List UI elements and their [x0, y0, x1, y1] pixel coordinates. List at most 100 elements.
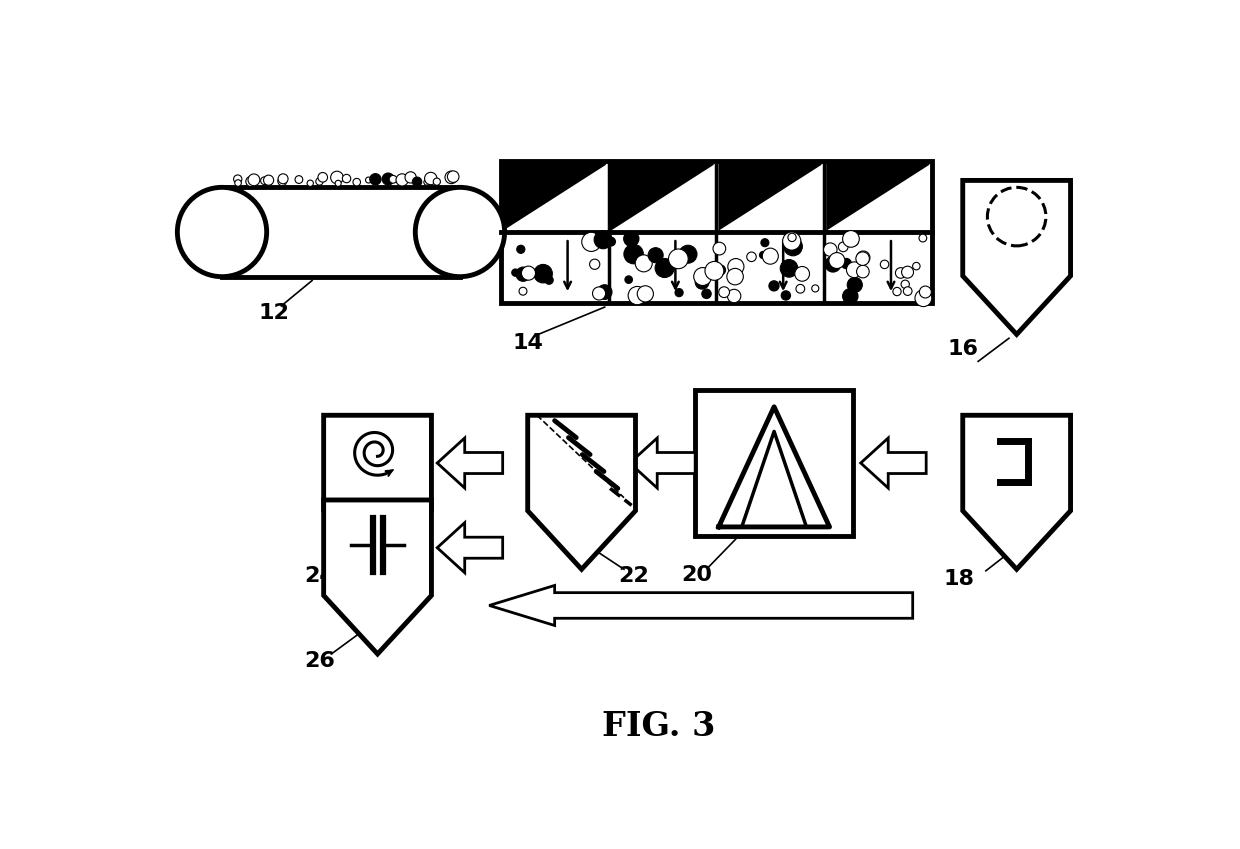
- Circle shape: [693, 267, 712, 285]
- Circle shape: [448, 171, 459, 183]
- Polygon shape: [611, 164, 713, 229]
- Circle shape: [589, 259, 600, 269]
- Circle shape: [637, 286, 653, 302]
- Circle shape: [668, 249, 688, 268]
- Circle shape: [769, 281, 779, 291]
- Circle shape: [278, 174, 288, 183]
- Circle shape: [715, 265, 725, 275]
- Circle shape: [856, 252, 869, 266]
- Circle shape: [593, 287, 605, 300]
- Circle shape: [372, 178, 377, 183]
- Circle shape: [582, 233, 601, 251]
- Circle shape: [316, 177, 324, 185]
- Circle shape: [635, 255, 652, 272]
- Circle shape: [841, 258, 852, 268]
- Text: 16: 16: [947, 340, 978, 359]
- Circle shape: [843, 231, 859, 247]
- Circle shape: [919, 286, 931, 298]
- Circle shape: [763, 248, 779, 264]
- Circle shape: [719, 287, 729, 297]
- Circle shape: [727, 268, 743, 285]
- Circle shape: [915, 290, 931, 306]
- Circle shape: [424, 179, 429, 185]
- Text: 20: 20: [682, 565, 713, 585]
- Circle shape: [624, 245, 644, 264]
- Circle shape: [728, 259, 744, 275]
- Circle shape: [433, 178, 440, 185]
- Circle shape: [382, 173, 394, 185]
- Circle shape: [598, 284, 613, 300]
- Text: 22: 22: [619, 566, 650, 587]
- Circle shape: [370, 173, 381, 185]
- Circle shape: [389, 176, 397, 183]
- Circle shape: [843, 289, 858, 304]
- Circle shape: [246, 177, 255, 187]
- Text: 18: 18: [944, 569, 975, 588]
- Circle shape: [825, 256, 841, 272]
- Bar: [501, 160, 932, 303]
- Circle shape: [702, 290, 712, 299]
- Circle shape: [512, 269, 520, 276]
- Polygon shape: [962, 415, 1070, 570]
- Circle shape: [857, 265, 869, 278]
- Circle shape: [913, 262, 920, 270]
- Circle shape: [629, 286, 646, 305]
- Circle shape: [233, 175, 242, 183]
- Circle shape: [413, 177, 422, 187]
- Text: FIG. 3: FIG. 3: [601, 710, 715, 743]
- Polygon shape: [324, 415, 432, 570]
- Circle shape: [234, 180, 242, 186]
- Circle shape: [278, 177, 286, 186]
- Circle shape: [517, 245, 525, 253]
- Circle shape: [544, 276, 553, 284]
- Circle shape: [260, 177, 268, 184]
- Circle shape: [759, 251, 766, 259]
- Circle shape: [706, 261, 724, 280]
- Polygon shape: [528, 415, 635, 570]
- Circle shape: [308, 180, 314, 187]
- Circle shape: [516, 267, 531, 281]
- Circle shape: [366, 177, 372, 183]
- Circle shape: [713, 242, 725, 255]
- Bar: [696, 390, 853, 537]
- Circle shape: [787, 233, 796, 242]
- Circle shape: [296, 177, 303, 183]
- Circle shape: [335, 180, 341, 187]
- Circle shape: [520, 287, 527, 295]
- Circle shape: [904, 287, 913, 295]
- Text: 12: 12: [258, 303, 289, 323]
- Text: 26: 26: [304, 651, 335, 671]
- Circle shape: [317, 172, 327, 182]
- Circle shape: [445, 171, 458, 183]
- Circle shape: [781, 290, 791, 301]
- Circle shape: [795, 267, 810, 281]
- Circle shape: [919, 234, 926, 242]
- Circle shape: [680, 245, 697, 263]
- Polygon shape: [630, 438, 696, 488]
- Circle shape: [248, 174, 260, 186]
- Circle shape: [901, 267, 914, 278]
- Circle shape: [649, 248, 663, 262]
- Text: 14: 14: [512, 334, 543, 353]
- Polygon shape: [503, 164, 605, 229]
- Polygon shape: [962, 181, 1070, 335]
- Circle shape: [812, 285, 818, 292]
- Circle shape: [424, 172, 436, 185]
- Polygon shape: [438, 438, 502, 488]
- Circle shape: [780, 260, 797, 277]
- Circle shape: [796, 284, 805, 293]
- Circle shape: [594, 231, 613, 249]
- Circle shape: [405, 171, 417, 183]
- Circle shape: [901, 280, 909, 289]
- Circle shape: [534, 264, 552, 283]
- Circle shape: [847, 261, 862, 278]
- Circle shape: [331, 171, 343, 184]
- Polygon shape: [490, 586, 913, 626]
- Circle shape: [849, 238, 858, 246]
- Circle shape: [625, 276, 632, 284]
- Circle shape: [880, 260, 889, 268]
- Circle shape: [847, 278, 862, 292]
- Text: 24: 24: [305, 566, 335, 587]
- Circle shape: [522, 266, 536, 280]
- Polygon shape: [861, 438, 926, 488]
